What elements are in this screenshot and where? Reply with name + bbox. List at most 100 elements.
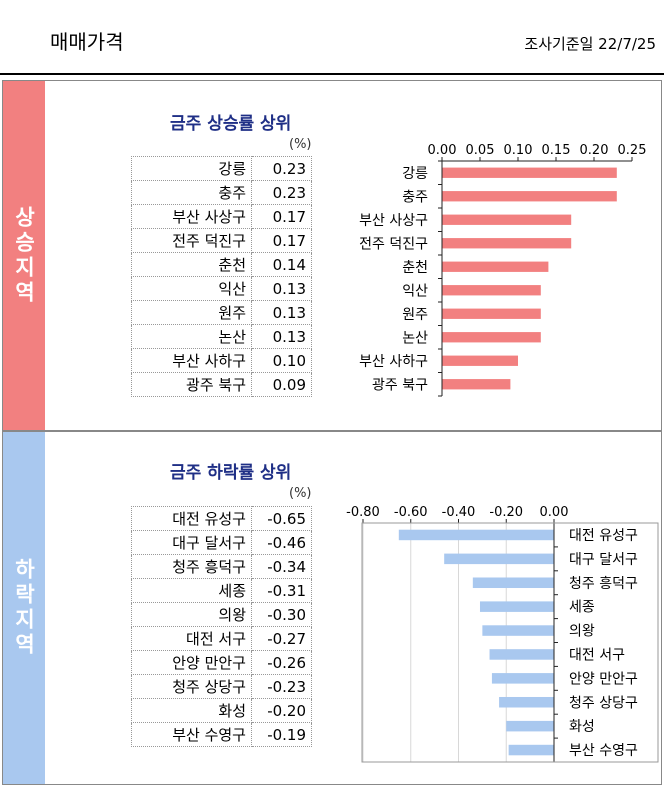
- bar: [442, 214, 572, 225]
- rise-region-name: 춘천: [131, 252, 252, 277]
- header-title: 매매가격: [50, 30, 124, 54]
- fall-region-name: 대전 서구: [131, 626, 252, 651]
- fall-region-name: 대구 달서구: [131, 530, 252, 555]
- fall-region-value: -0.26: [251, 650, 312, 675]
- rise-panel-title: 금주 상승률 상위: [170, 114, 292, 134]
- bar: [482, 625, 554, 636]
- fall-table-row: 대전 유성구 -0.65: [131, 506, 312, 531]
- bar: [442, 261, 549, 272]
- value-tick-label: -0.80: [346, 505, 380, 520]
- fall-table-row: 세종 -0.31: [131, 578, 312, 603]
- bar: [491, 673, 554, 684]
- bar: [442, 308, 541, 319]
- rise-region-name: 광주 북구: [131, 372, 252, 397]
- bar: [442, 191, 617, 202]
- category-label: 강릉: [402, 166, 428, 182]
- bar: [506, 720, 554, 732]
- header-divider: [0, 73, 664, 75]
- bar: [472, 577, 554, 589]
- rise-section-label: 상승지역: [3, 81, 45, 430]
- fall-table-row: 청주 상당구 -0.23: [131, 674, 312, 699]
- fall-panel: 하락지역 금주 하락률 상위 (%) 대전 유성구 -0.65 대구 달서구 -0.4…: [2, 431, 662, 785]
- value-tick-label: 0.25: [618, 143, 647, 158]
- bar: [442, 332, 541, 343]
- bar: [442, 238, 572, 249]
- rise-table-row: 전주 덕진구 0.17: [131, 228, 312, 253]
- fall-region-name: 안양 만안구: [131, 650, 252, 675]
- fall-section-label: 하락지역: [3, 432, 45, 784]
- value-tick-label: 0.00: [428, 143, 457, 158]
- fall-table-row: 부산 수영구 -0.19: [131, 722, 312, 747]
- fall-region-value: -0.30: [251, 602, 312, 627]
- bar: [479, 601, 554, 612]
- fall-unit: (%): [289, 486, 312, 501]
- rise-region-name: 전주 덕진구: [131, 228, 252, 253]
- value-tick-label: 0.05: [466, 143, 495, 158]
- fall-table-row: 대구 달서구 -0.46: [131, 530, 312, 555]
- fall-panel-title: 금주 하락률 상위: [170, 463, 292, 483]
- fall-table-row: 화성 -0.20: [131, 698, 312, 723]
- category-label: 전주 덕진구: [359, 236, 428, 252]
- fall-region-value: -0.34: [251, 554, 312, 579]
- fall-region-name: 화성: [131, 698, 252, 723]
- rise-region-value: 0.23: [251, 180, 312, 205]
- fall-table-row: 안양 만안구 -0.26: [131, 650, 312, 675]
- fall-table-row: 청주 흥덕구 -0.34: [131, 554, 312, 579]
- bar: [442, 379, 511, 390]
- category-label: 춘천: [402, 260, 428, 276]
- rise-region-value: 0.23: [251, 156, 312, 181]
- rise-region-name: 부산 사상구: [131, 204, 252, 229]
- category-label: 청주 흥덕구: [569, 576, 638, 592]
- rise-region-value: 0.17: [251, 204, 312, 229]
- rise-table-row: 부산 사상구 0.17: [131, 204, 312, 229]
- bar: [499, 696, 554, 708]
- category-label: 안양 만안구: [569, 671, 638, 687]
- category-label: 부산 사하구: [359, 354, 428, 370]
- category-label: 세종: [569, 600, 595, 616]
- rise-region-name: 논산: [131, 324, 252, 349]
- rise-region-value: 0.13: [251, 324, 312, 349]
- category-label: 익산: [402, 283, 428, 299]
- value-tick-label: -0.40: [442, 505, 476, 520]
- fall-region-value: -0.31: [251, 578, 312, 603]
- category-label: 의왕: [569, 624, 595, 640]
- category-label: 화성: [569, 719, 595, 735]
- fall-region-name: 의왕: [131, 602, 252, 627]
- category-label: 대전 서구: [569, 647, 625, 663]
- value-tick-label: 0.10: [504, 143, 533, 158]
- rise-table-row: 광주 북구 0.09: [131, 372, 312, 397]
- fall-region-value: -0.19: [251, 722, 312, 747]
- rise-table-row: 원주 0.13: [131, 300, 312, 325]
- category-label: 부산 수영구: [569, 743, 638, 759]
- category-label: 원주: [402, 307, 428, 323]
- chart-frame: [361, 522, 659, 763]
- category-label: 대전 유성구: [569, 528, 638, 544]
- category-label: 부산 사상구: [359, 213, 428, 229]
- bar: [444, 553, 554, 565]
- bar: [508, 744, 554, 756]
- fall-region-value: -0.23: [251, 674, 312, 699]
- bar: [442, 355, 518, 366]
- value-tick-label: -0.60: [394, 505, 428, 520]
- rise-table: 강릉 0.23 충주 0.23 부산 사상구 0.17 전주 덕진구 0.17 춘천 0.14 익산…: [131, 156, 312, 397]
- category-label: 광주 북구: [372, 377, 428, 393]
- fall-table-row: 의왕 -0.30: [131, 602, 312, 627]
- rise-table-row: 부산 사하구 0.10: [131, 348, 312, 373]
- rise-region-value: 0.13: [251, 276, 312, 301]
- bar: [442, 167, 617, 178]
- fall-region-name: 청주 흥덕구: [131, 554, 252, 579]
- rise-region-name: 충주: [131, 180, 252, 205]
- value-tick-label: 0.00: [540, 505, 569, 520]
- rise-region-value: 0.09: [251, 372, 312, 397]
- fall-region-name: 세종: [131, 578, 252, 603]
- fall-table: 대전 유성구 -0.65 대구 달서구 -0.46 청주 흥덕구 -0.34 세종 -0.31…: [131, 506, 312, 747]
- category-label: 논산: [402, 330, 428, 346]
- rise-unit: (%): [289, 137, 312, 152]
- rise-panel: 상승지역 금주 상승률 상위 (%) 강릉 0.23 충주 0.23 부산 사상구 0.1…: [2, 80, 662, 431]
- rise-table-row: 논산 0.13: [131, 324, 312, 349]
- value-tick-label: -0.20: [489, 505, 523, 520]
- bar: [442, 285, 541, 296]
- bar: [489, 649, 554, 660]
